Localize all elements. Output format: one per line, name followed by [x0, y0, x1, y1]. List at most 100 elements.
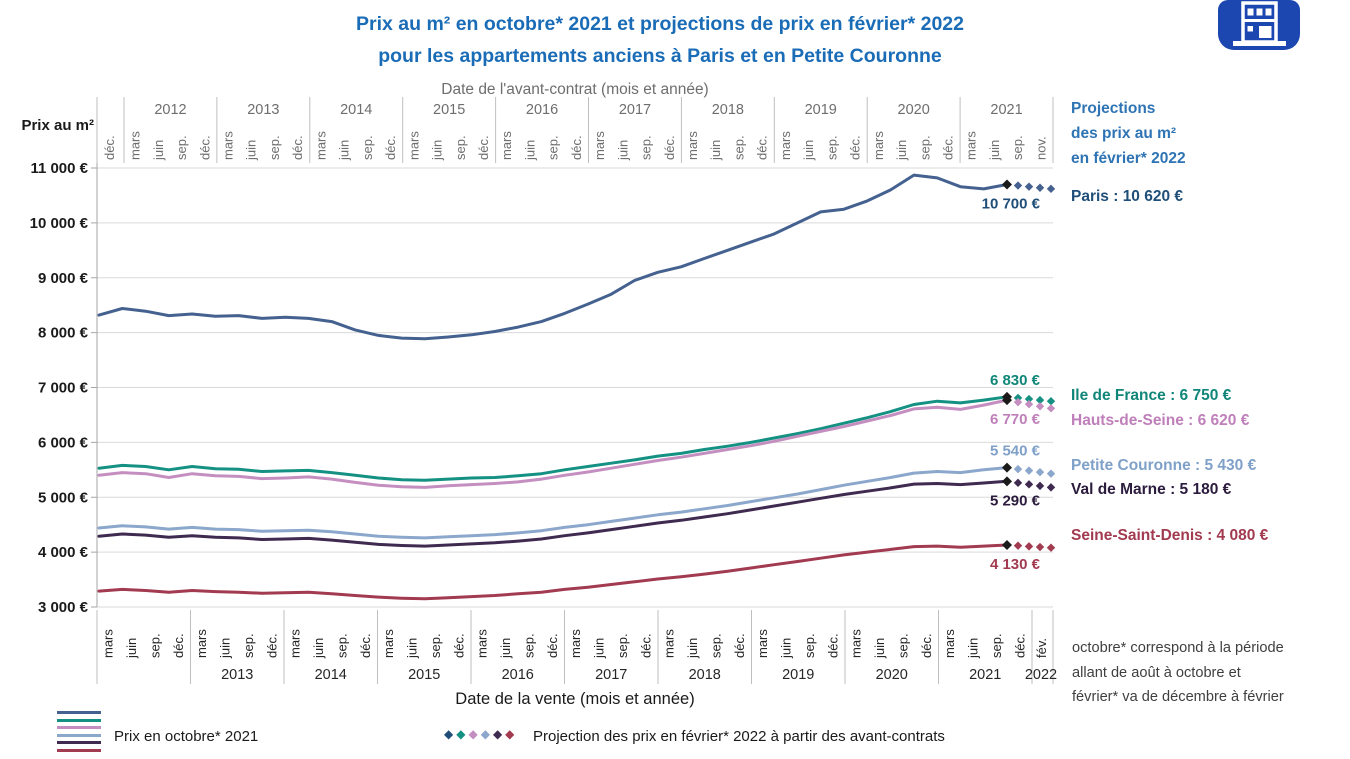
footnote: octobre* correspond à la période allant … [1072, 636, 1332, 710]
bottom-month-label: déc. [1012, 633, 1027, 658]
y-axis-title: Prix au m² [21, 117, 94, 134]
footnote-line1: octobre* correspond à la période [1072, 640, 1284, 656]
top-year-label: 2015 [433, 102, 465, 118]
bottom-month-label: mars [662, 629, 677, 658]
top-month-label: juin [244, 140, 259, 161]
footnote-line2: allant de août à octobre et [1072, 664, 1241, 681]
top-month-label: mars [778, 131, 793, 160]
bottom-year-label: 2018 [689, 667, 721, 683]
bottom-year-label: 2019 [782, 667, 814, 683]
legend-series-label: Prix en octobre* 2021 [114, 728, 259, 745]
legend-line-swatch-2 [57, 726, 101, 729]
projection-label-ile-de-france: Ile de France : 6 750 € [1071, 387, 1232, 404]
top-month-label: juin [430, 140, 445, 161]
projection-diamond-petite-couronne [1013, 464, 1023, 474]
bottom-year-label: 2020 [876, 667, 908, 683]
series-line-paris [97, 173, 1009, 341]
bottom-month-label: déc. [732, 633, 747, 658]
bottom-month-label: sep. [708, 633, 723, 658]
y-tick-label: 5 000 € [38, 489, 89, 506]
y-tick-label: 4 000 € [38, 544, 89, 561]
top-month-label: déc. [569, 135, 584, 160]
top-month-label: juin [708, 140, 723, 161]
top-month-label: mars [313, 131, 328, 160]
junction-diamond-val-de-marne [1002, 476, 1012, 487]
projection-diamond-paris [1013, 181, 1023, 190]
projection-diamond-val-de-marne [1024, 480, 1034, 489]
bottom-month-label: juin [966, 638, 981, 659]
projection-diamond-paris [1046, 184, 1056, 194]
series-line-seine-saint-denis [97, 543, 1009, 601]
top-month-label: sep. [731, 135, 746, 160]
top-month-label: sep. [267, 135, 282, 160]
y-tick-label: 11 000 € [30, 160, 88, 177]
end-value-label-paris: 10 700 € [982, 195, 1041, 212]
bottom-month-label: mars [849, 629, 864, 658]
bottom-month-label: déc. [358, 633, 373, 658]
legend-diamond-icon-5: ◆ [505, 727, 518, 741]
legend-line-swatch-1 [57, 718, 101, 722]
bottom-month-label: mars [568, 629, 583, 658]
legend-diamond-icons: ◆◆◆◆◆◆ [444, 727, 517, 741]
y-tick-label: 7 000 € [38, 380, 89, 397]
projection-label-hauts-de-seine: Hauts-de-Seine : 6 620 € [1071, 412, 1250, 429]
end-value-label-val-de-marne: 5 290 € [990, 492, 1041, 509]
bottom-month-label: sep. [802, 633, 817, 658]
bottom-month-label: juin [311, 638, 326, 659]
page-title-line1: Prix au m² en octobre* 2021 et projectio… [356, 13, 964, 35]
bottom-month-label: fév. [1034, 638, 1049, 658]
bottom-month-label: juin [779, 638, 794, 659]
legend-line-swatch-5 [57, 748, 101, 752]
legend-diamond-icon-4: ◆ [492, 727, 506, 741]
bottom-month-label: déc. [451, 633, 466, 658]
notaires-logo [1218, 0, 1300, 50]
top-month-label: sep. [1010, 135, 1025, 160]
legend-line-swatch-4 [57, 741, 101, 744]
bottom-month-label: mars [942, 629, 957, 658]
top-month-label: sep. [453, 135, 468, 160]
top-month-label: sep. [546, 135, 561, 160]
bottom-year-label: 2016 [502, 667, 534, 683]
bottom-month-label: mars [194, 629, 209, 658]
top-month-label: juin [151, 140, 166, 161]
bottom-month-label: sep. [615, 633, 630, 658]
projection-label-paris: Paris : 10 620 € [1071, 188, 1184, 205]
top-month-label: déc. [383, 135, 398, 160]
bottom-month-label: juin [124, 638, 139, 659]
bottom-month-label: déc. [825, 633, 840, 658]
bottom-month-label: mars [381, 629, 396, 658]
top-month-label: juin [522, 140, 537, 161]
y-tick-label: 9 000 € [38, 270, 89, 287]
bottom-month-label: déc. [638, 633, 653, 658]
projection-diamond-seine-saint-denis [1024, 542, 1034, 551]
projection-diamond-val-de-marne [1035, 481, 1045, 491]
top-month-label: déc. [476, 135, 491, 160]
projections-header-line1: Projections [1071, 100, 1156, 117]
legend-line-swatch-0 [57, 711, 101, 714]
series-line-petite-couronne [97, 466, 1009, 540]
top-month-label: sep. [639, 135, 654, 160]
bottom-year-label: 2014 [315, 667, 347, 683]
legend-diamond-icon-2: ◆ [468, 727, 481, 741]
junction-diamond-hauts-de-seine [1002, 395, 1012, 406]
top-year-label: 2021 [990, 102, 1022, 118]
bottom-month-label: juin [498, 638, 513, 659]
projection-diamond-hauts-de-seine [1046, 404, 1056, 413]
projection-diamond-hauts-de-seine [1013, 397, 1023, 407]
bottom-month-label: sep. [147, 633, 162, 658]
y-tick-label: 3 000 € [38, 599, 89, 616]
projection-diamond-seine-saint-denis [1035, 542, 1045, 552]
y-tick-label: 8 000 € [38, 325, 89, 342]
legend-diamond-icon-1: ◆ [456, 727, 469, 741]
projection-diamond-petite-couronne [1024, 466, 1034, 475]
bottom-year-label: 2013 [221, 667, 253, 683]
y-tick-label: 6 000 € [38, 434, 89, 451]
end-value-label-hauts-de-seine: 6 770 € [990, 411, 1041, 428]
bottom-month-label: sep. [989, 633, 1004, 658]
top-month-label: mars [499, 131, 514, 160]
bottom-year-label: 2021 [969, 667, 1001, 683]
junction-diamond-paris [1002, 179, 1012, 190]
top-month-label: mars [592, 131, 607, 160]
